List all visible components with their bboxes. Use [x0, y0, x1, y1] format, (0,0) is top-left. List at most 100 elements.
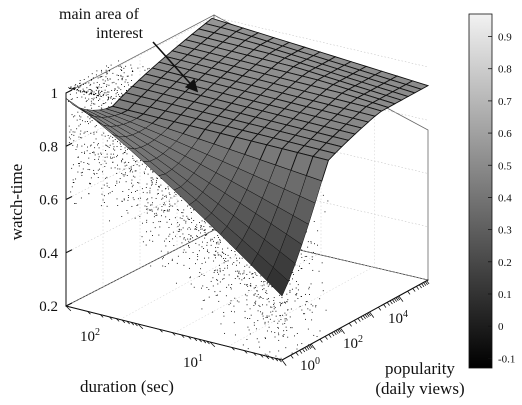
scatter-point — [87, 146, 88, 148]
scatter-point — [128, 162, 130, 163]
scatter-point — [187, 205, 188, 207]
scatter-point — [100, 164, 102, 166]
scatter-point — [108, 70, 110, 72]
scatter-point — [101, 91, 103, 92]
scatter-point — [284, 320, 286, 322]
scatter-point — [107, 193, 109, 195]
scatter-point — [308, 263, 310, 265]
scatter-point — [115, 83, 117, 85]
scatter-point — [78, 87, 80, 89]
scatter-point — [222, 278, 224, 280]
scatter-point — [255, 273, 257, 275]
scatter-point — [80, 85, 82, 87]
z-tick-label: 0.2 — [39, 299, 58, 315]
scatter-point — [93, 103, 94, 105]
scatter-point — [89, 183, 91, 185]
scatter-point — [179, 224, 180, 226]
scatter-point — [146, 212, 148, 214]
scatter-point — [122, 153, 124, 155]
scatter-point — [246, 284, 248, 285]
popularity-tick — [324, 336, 328, 340]
scatter-point — [189, 258, 191, 259]
scatter-point — [77, 90, 79, 92]
scatter-point — [119, 178, 121, 180]
scatter-point — [301, 309, 303, 311]
scatter-point — [113, 148, 114, 150]
scatter-point — [71, 134, 73, 136]
scatter-point — [149, 239, 151, 241]
scatter-point — [183, 264, 185, 266]
scatter-point — [202, 285, 204, 287]
scatter-point — [158, 234, 160, 236]
scatter-point — [136, 204, 138, 206]
scatter-point — [71, 186, 73, 188]
scatter-point — [94, 94, 95, 96]
scatter-point — [109, 220, 111, 222]
scatter-point — [313, 221, 315, 222]
scatter-point — [134, 176, 136, 178]
scatter-point — [122, 76, 124, 78]
scatter-point — [146, 219, 148, 221]
scatter-point — [204, 229, 206, 231]
scatter-point — [262, 315, 264, 317]
scatter-point — [98, 91, 99, 93]
scatter-point — [94, 126, 96, 128]
scatter-point — [219, 267, 221, 269]
scatter-point — [168, 200, 170, 202]
scatter-point — [140, 197, 142, 199]
scatter-point — [275, 315, 277, 317]
scatter-point — [105, 92, 107, 94]
scatter-point — [244, 283, 246, 285]
scatter-point — [294, 335, 295, 337]
scatter-point — [121, 161, 123, 163]
scatter-point — [311, 256, 313, 258]
scatter-point — [196, 236, 198, 238]
scatter-point — [168, 227, 170, 228]
scatter-point — [88, 193, 90, 195]
scatter-point — [152, 222, 154, 224]
scatter-point — [190, 212, 192, 213]
z-axis-ticks: 0.2 0.4 0.6 0.8 1 — [39, 86, 73, 315]
scatter-point — [257, 320, 259, 322]
scatter-point — [253, 305, 255, 306]
scatter-point — [125, 89, 127, 91]
duration-tick — [270, 356, 274, 361]
popularity-tick — [348, 322, 352, 327]
scatter-point — [164, 266, 166, 268]
scatter-point — [133, 165, 135, 167]
scatter-point — [88, 163, 90, 165]
scatter-point — [155, 183, 157, 185]
scatter-point — [284, 302, 286, 304]
scatter-point — [115, 95, 117, 97]
scatter-point — [83, 79, 85, 80]
scatter-point — [147, 208, 149, 210]
scatter-point — [151, 183, 153, 185]
duration-tick — [188, 336, 192, 340]
scatter-point — [157, 209, 159, 211]
scatter-point — [319, 330, 321, 332]
scatter-point — [86, 150, 88, 152]
scatter-point — [266, 315, 268, 317]
scatter-point — [97, 95, 99, 97]
scatter-point — [123, 86, 125, 88]
scatter-point — [177, 209, 179, 211]
scatter-point — [182, 251, 184, 253]
popularity-tick — [364, 314, 368, 318]
scatter-point — [188, 245, 190, 247]
scatter-point — [245, 284, 247, 286]
scatter-point — [83, 84, 84, 85]
scatter-point — [100, 76, 102, 78]
scatter-point — [112, 143, 114, 145]
scatter-point — [242, 273, 244, 275]
scatter-point — [206, 242, 208, 244]
popularity-tick — [306, 346, 310, 350]
scatter-point — [88, 98, 90, 100]
scatter-point — [87, 162, 89, 164]
scatter-point — [132, 184, 134, 186]
scatter-point — [89, 84, 91, 86]
scatter-point — [248, 290, 250, 291]
scatter-point — [127, 148, 129, 150]
scatter-point — [262, 289, 264, 291]
scatter-point — [239, 283, 241, 284]
scatter-point — [162, 194, 164, 196]
